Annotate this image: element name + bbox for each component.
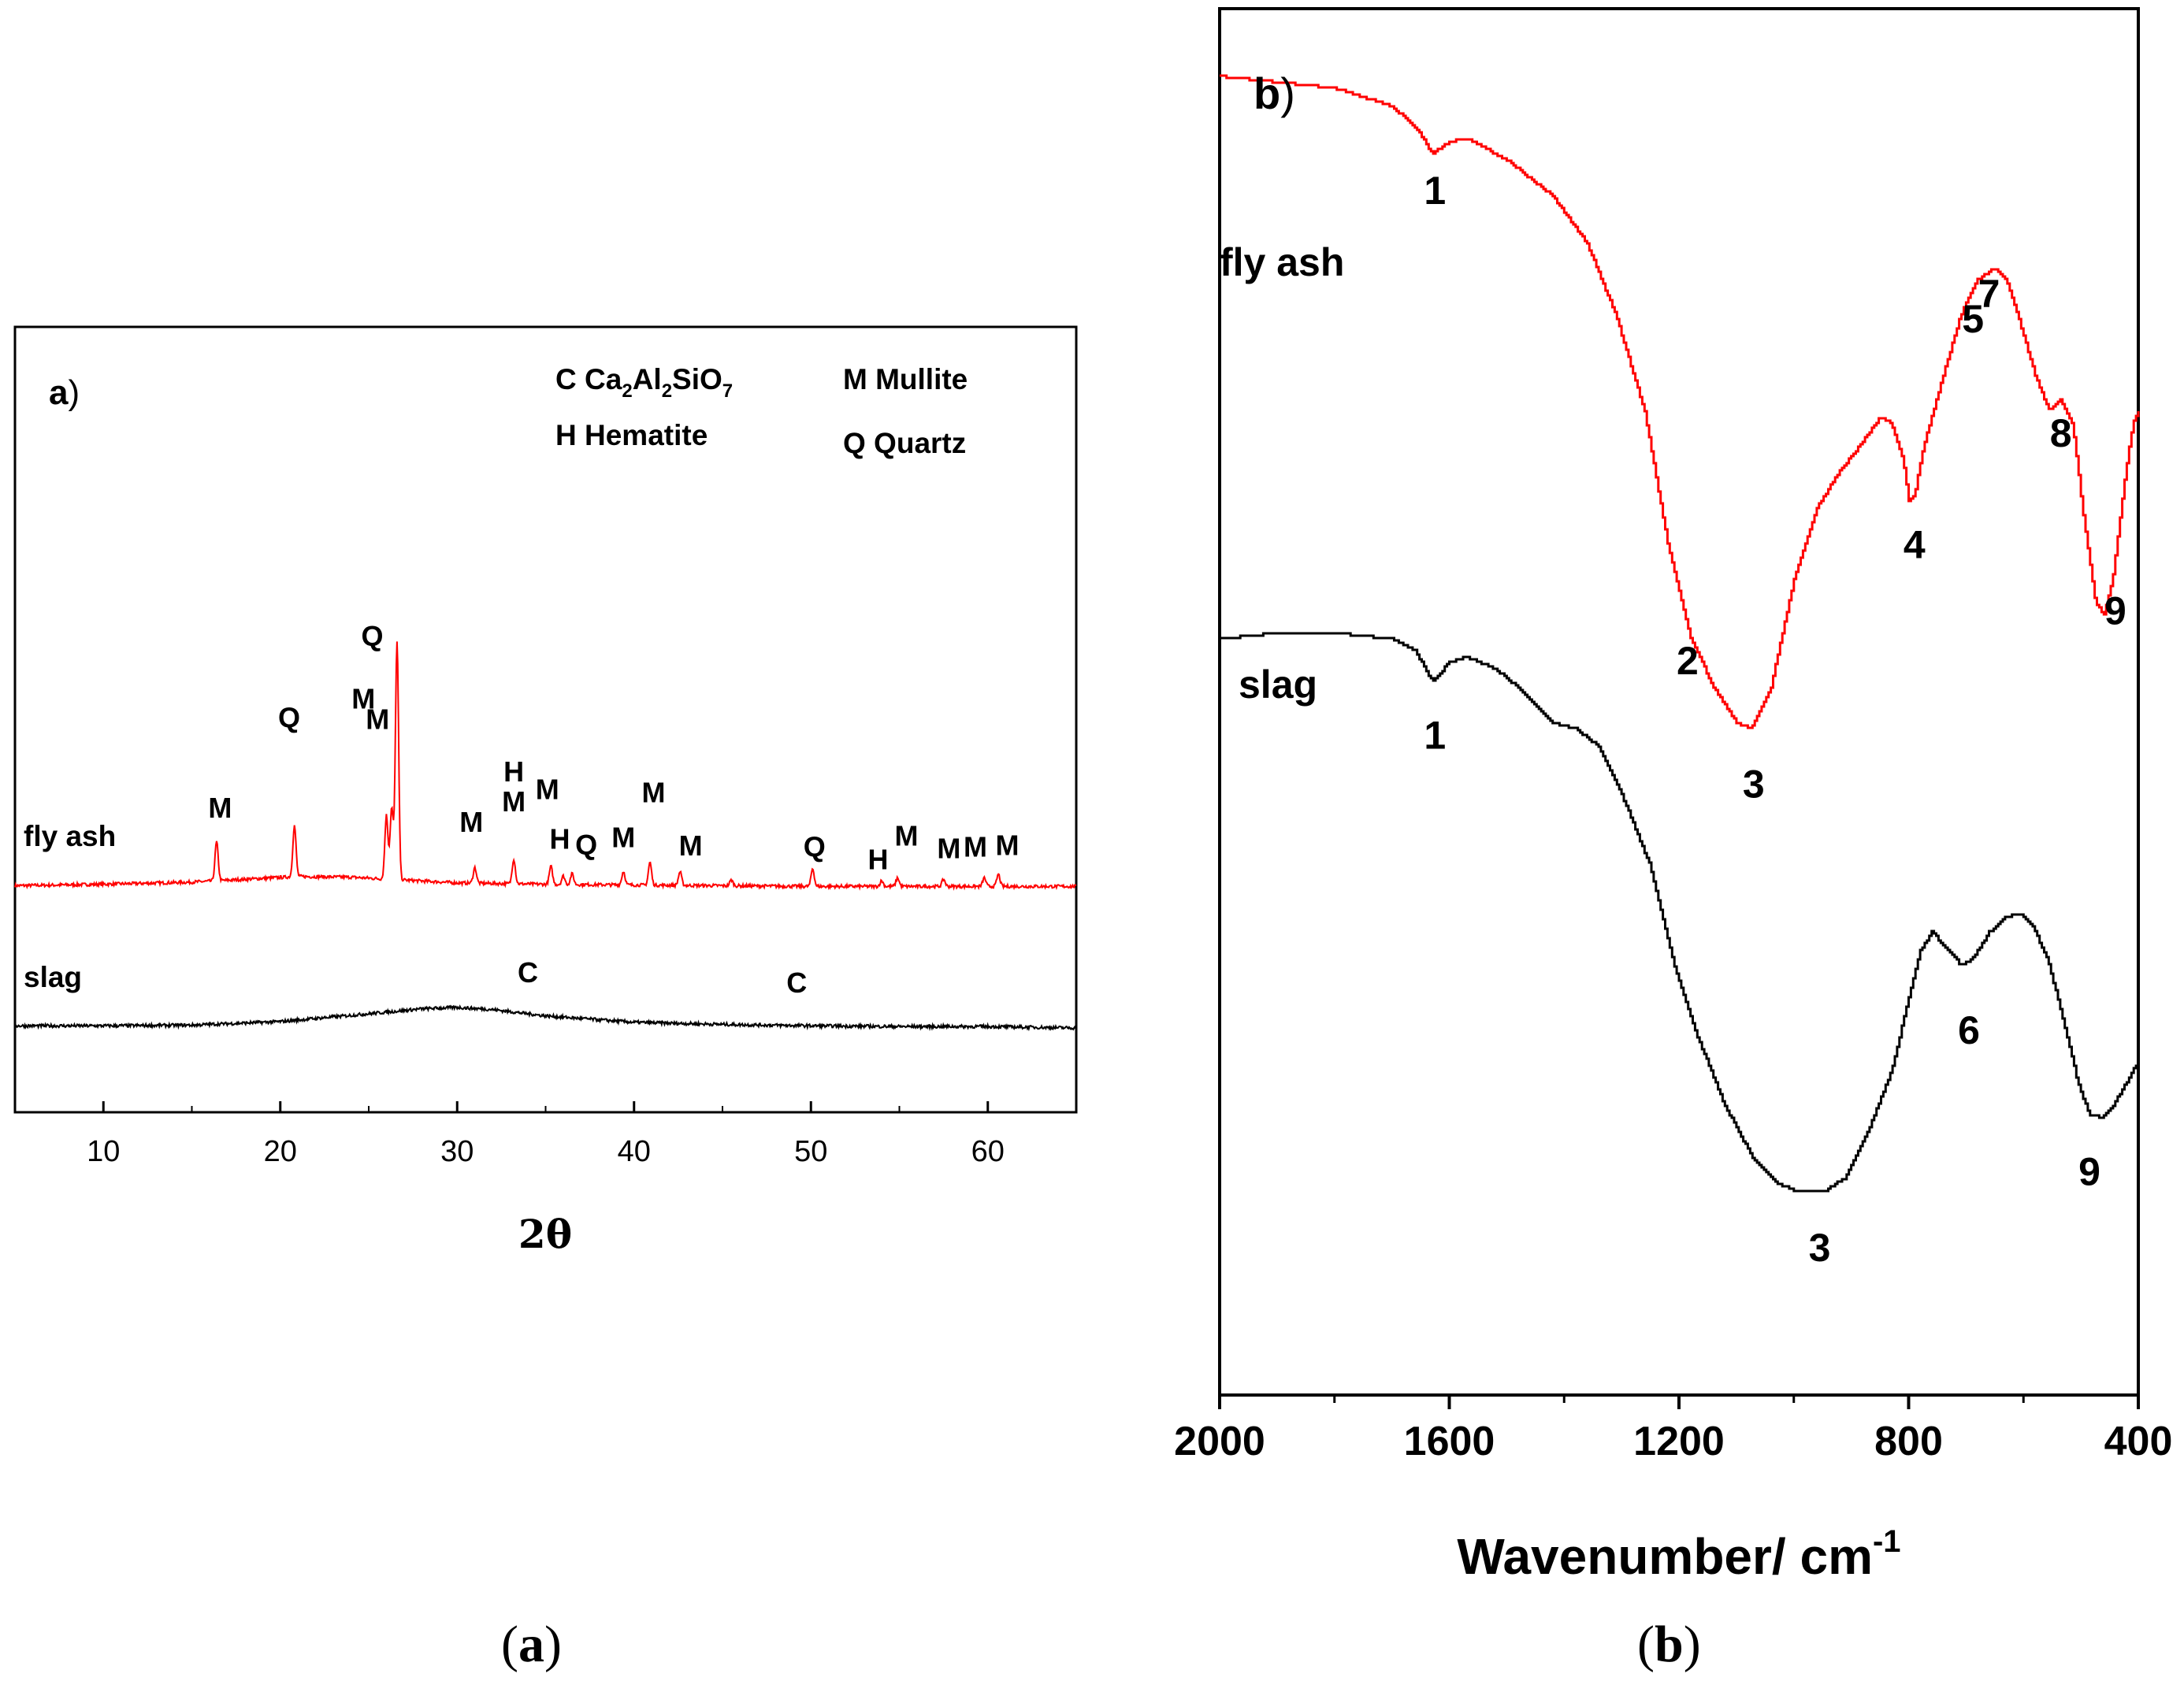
xrd-peak-label: M xyxy=(995,829,1019,861)
xrd-series-label-flyash: fly ash xyxy=(24,820,116,852)
xrd-peak-label: M xyxy=(459,806,483,838)
xrd-peak-label: M xyxy=(208,792,232,824)
xrd-peak-label: M xyxy=(536,774,559,806)
xrd-peak-label: M xyxy=(366,703,389,735)
xrd-series-fly-ash xyxy=(14,641,1077,891)
xrd-x-ticks: 10 20 30 40 50 60 xyxy=(14,1101,1077,1168)
xrd-series-label-slag: slag xyxy=(24,961,82,993)
xrd-x-axis-label: 2θ xyxy=(518,1211,572,1257)
xrd-peak-label: Q xyxy=(575,829,597,861)
xrd-peak-label: Q xyxy=(804,830,826,863)
xrd-tick-label: 20 xyxy=(264,1135,297,1168)
xrd-peak-label: H xyxy=(549,823,570,855)
xrd-peak-label: C xyxy=(518,956,538,989)
xrd-tick-label: 10 xyxy=(87,1135,120,1168)
xrd-peak-label: M xyxy=(894,819,918,852)
xrd-peak-label: M xyxy=(937,832,960,864)
xrd-peak-label: M xyxy=(351,682,375,714)
xrd-legend-mullite: M Mullite xyxy=(843,363,968,395)
xrd-tick-label: 50 xyxy=(794,1135,827,1168)
xrd-peak-label: M xyxy=(611,821,635,853)
xrd-peak-label: Q xyxy=(361,620,383,652)
xrd-peak-label: H xyxy=(868,843,889,875)
xrd-tick-label: 40 xyxy=(618,1135,651,1168)
xrd-panel-label: a) xyxy=(49,373,80,412)
xrd-peak-label: M xyxy=(641,777,665,809)
xrd-curves xyxy=(14,641,1077,1032)
xrd-legend-quartz: Q Quartz xyxy=(843,427,966,459)
xrd-peak-label: C xyxy=(786,967,807,999)
xrd-tick-label: 30 xyxy=(440,1135,474,1168)
xrd-peak-label: M xyxy=(502,785,526,818)
xrd-peak-label: Q xyxy=(278,701,300,733)
xrd-tick-label: 60 xyxy=(971,1135,1005,1168)
xrd-legend-hematite: H Hematite xyxy=(555,419,708,451)
xrd-peak-label: M xyxy=(964,830,987,863)
xrd-series-slag xyxy=(14,1004,1077,1032)
caption-b: (b) xyxy=(1637,1616,1701,1673)
xrd-peak-label: H xyxy=(503,755,524,788)
caption-a: (a) xyxy=(501,1616,562,1673)
xrd-legend-ca: C Ca2Al2SiO7 xyxy=(555,363,733,402)
xrd-peak-label: M xyxy=(679,829,703,862)
